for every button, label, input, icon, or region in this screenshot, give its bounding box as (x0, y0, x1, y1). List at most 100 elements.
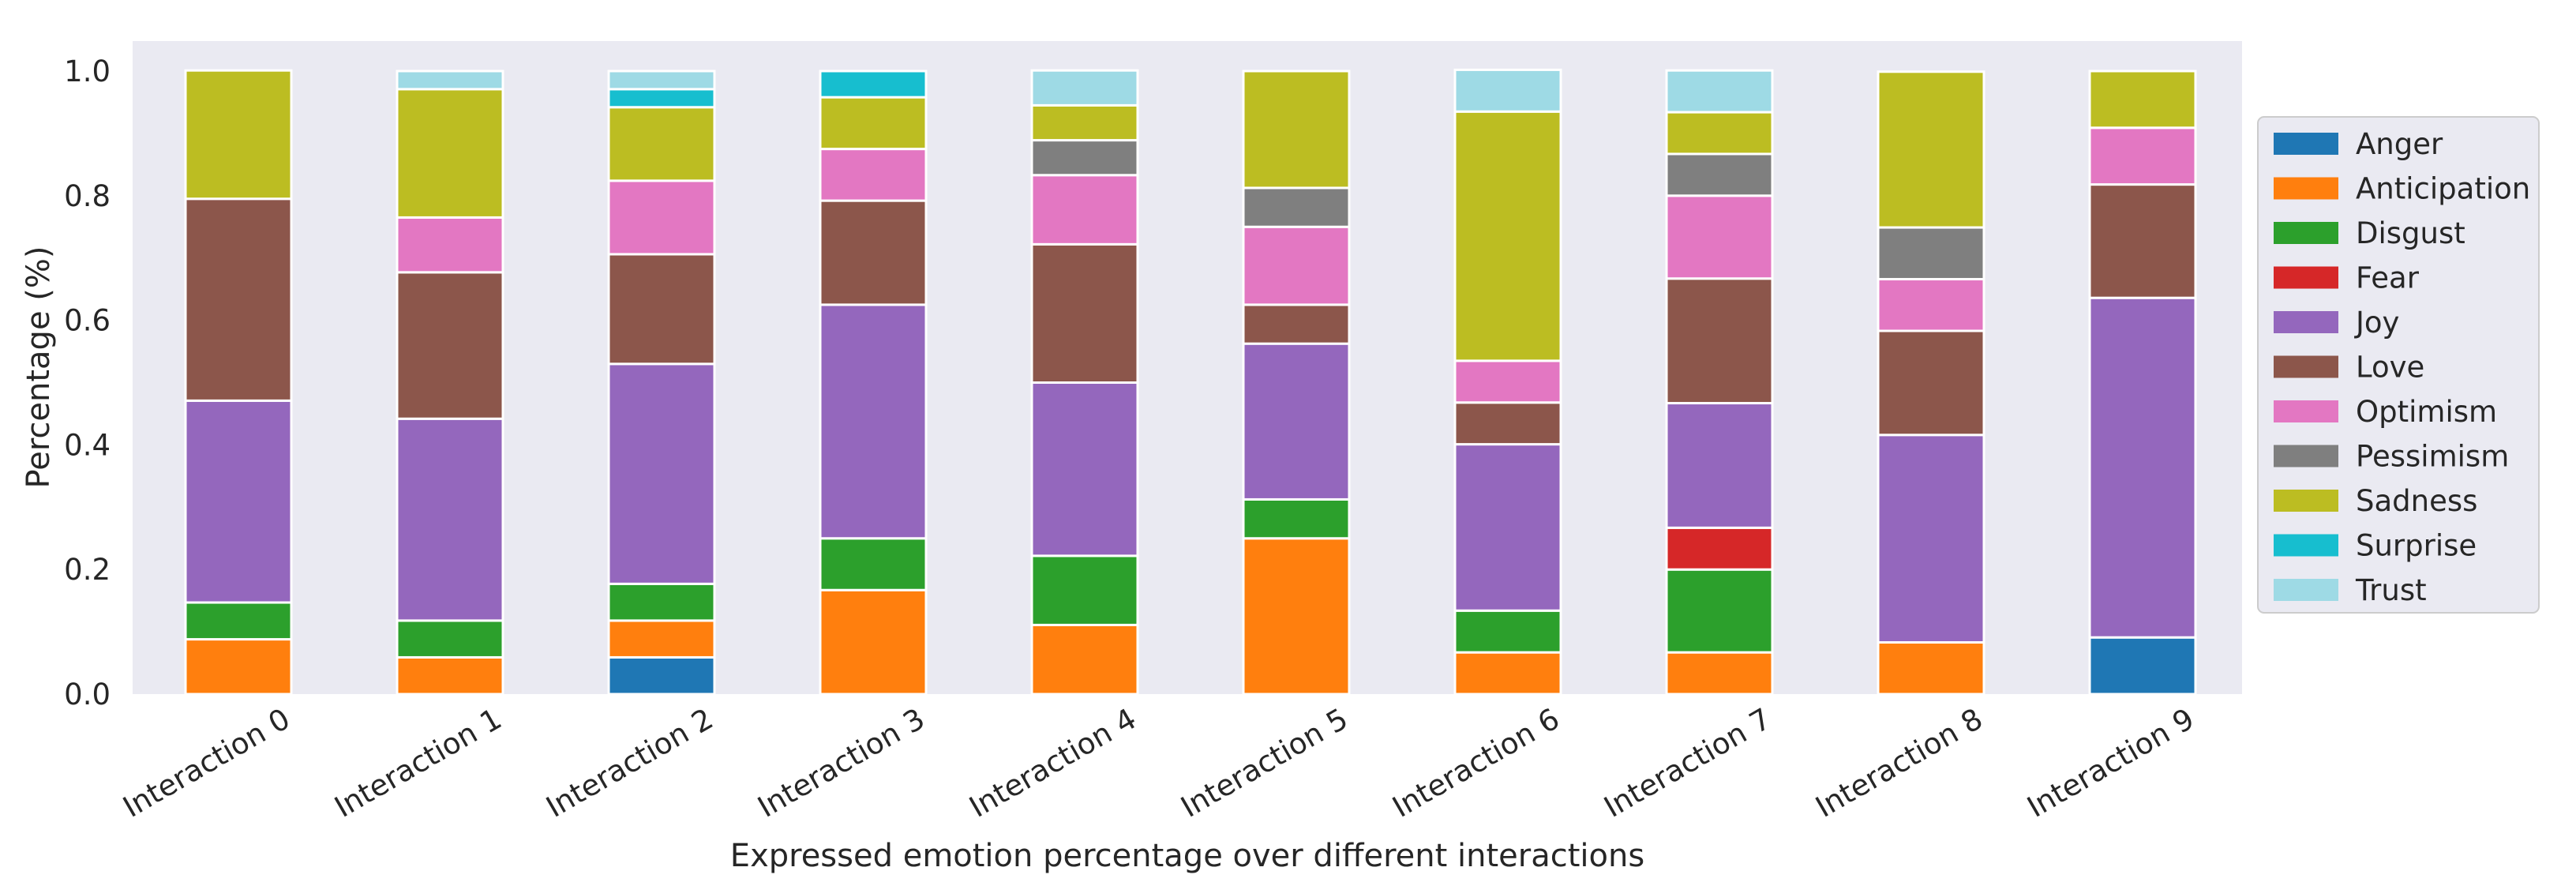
bar-segment-love-5 (1242, 303, 1351, 345)
bar-segment-anticipation-4 (1030, 623, 1139, 696)
bar-segment-love-0 (184, 197, 293, 402)
bar-segment-sadness-9 (2088, 69, 2197, 130)
bar-segment-disgust-5 (1242, 497, 1351, 540)
x-tick-label: Interaction 1 (329, 702, 508, 824)
bar-segment-anticipation-6 (1453, 651, 1562, 696)
bar-segment-sadness-6 (1453, 110, 1562, 362)
bar-segment-pessimism-4 (1030, 139, 1139, 177)
bar-segment-surprise-2 (607, 88, 716, 109)
bar-segment-sadness-5 (1242, 69, 1351, 190)
x-tick-label: Interaction 3 (752, 702, 931, 824)
bar-segment-sadness-1 (396, 88, 504, 219)
bar-segment-sadness-3 (819, 96, 928, 151)
legend-swatch-anger (2274, 133, 2338, 155)
bars-layer (184, 68, 2197, 696)
bar-segment-anticipation-3 (819, 588, 928, 696)
legend-label-trust: Trust (2355, 573, 2427, 607)
bar-segment-sadness-0 (184, 69, 293, 201)
bar-segment-optimism-5 (1242, 225, 1351, 306)
bar-segment-optimism-7 (1665, 194, 1774, 280)
bar-segment-joy-0 (184, 399, 293, 604)
bar-segment-trust-1 (396, 69, 504, 91)
bar-segment-love-3 (819, 199, 928, 306)
bar-segment-love-7 (1665, 277, 1774, 405)
bar-segment-sadness-4 (1030, 103, 1139, 142)
bar-segment-joy-5 (1242, 342, 1351, 501)
bar-segment-optimism-2 (607, 179, 716, 256)
bar-segment-pessimism-5 (1242, 186, 1351, 228)
bar-segment-anticipation-2 (607, 619, 716, 659)
bar-segment-anticipation-5 (1242, 537, 1351, 696)
legend-swatch-pessimism (2274, 445, 2338, 467)
bar-segment-fear-7 (1665, 526, 1774, 571)
legend-label-love: Love (2356, 351, 2424, 385)
bar-segment-joy-9 (2088, 296, 2197, 639)
bar-segment-love-6 (1453, 401, 1562, 446)
legend-swatch-optimism (2274, 400, 2338, 422)
bar-segment-optimism-3 (819, 148, 928, 202)
bar-segment-anticipation-0 (184, 638, 293, 696)
y-tick-labels: 0.0 0.2 0.4 0.6 0.8 1.0 (64, 54, 111, 711)
bar-segment-sadness-8 (1877, 70, 1985, 229)
legend-label-fear: Fear (2356, 261, 2420, 295)
bar-segment-anger-9 (2088, 636, 2197, 696)
bar-segment-pessimism-8 (1877, 226, 1985, 281)
bar-segment-trust-4 (1030, 69, 1139, 107)
bar-segment-optimism-8 (1877, 278, 1985, 332)
x-tick-label: Interaction 4 (964, 702, 1142, 824)
bar-segment-trust-2 (607, 69, 716, 91)
legend-swatch-sadness (2274, 490, 2338, 512)
x-tick-label: Interaction 2 (541, 702, 719, 824)
y-tick-label: 0.0 (64, 678, 111, 711)
bar-segment-disgust-2 (607, 582, 716, 622)
bar-segment-optimism-9 (2088, 126, 2197, 186)
x-tick-label: Interaction 8 (1810, 702, 1989, 824)
bar-segment-joy-7 (1665, 402, 1774, 529)
bar-segment-anticipation-8 (1877, 641, 1985, 696)
bar-segment-disgust-1 (396, 619, 504, 659)
bar-segment-optimism-6 (1453, 359, 1562, 404)
bar-segment-anticipation-7 (1665, 651, 1774, 696)
bar-segment-joy-2 (607, 362, 716, 585)
y-tick-label: 1.0 (64, 54, 111, 88)
legend-swatch-trust (2274, 579, 2338, 601)
legend-label-sadness: Sadness (2356, 484, 2477, 518)
legend-label-surprise: Surprise (2356, 529, 2477, 563)
bar-segment-disgust-0 (184, 601, 293, 641)
y-tick-label: 0.4 (64, 428, 111, 462)
bar-segment-optimism-4 (1030, 174, 1139, 246)
x-tick-label: Interaction 7 (1599, 702, 1777, 824)
bar-segment-sadness-7 (1665, 111, 1774, 156)
legend-label-anger: Anger (2356, 127, 2443, 161)
x-tick-label: Interaction 9 (2022, 702, 2200, 824)
legend-label-disgust: Disgust (2356, 216, 2465, 250)
bar-segment-pessimism-7 (1665, 152, 1774, 197)
bar-segment-anticipation-1 (396, 655, 504, 696)
bar-segment-anger-2 (607, 655, 716, 696)
bar-segment-disgust-7 (1665, 568, 1774, 654)
x-tick-labels: Interaction 0 Interaction 1 Interaction 2 I… (118, 702, 2200, 824)
x-tick-label: Interaction 5 (1176, 702, 1354, 824)
y-tick-label: 0.2 (64, 553, 111, 587)
bar-segment-love-4 (1030, 242, 1139, 385)
y-axis-label: Percentage (%) (21, 246, 57, 489)
legend-swatch-fear (2274, 266, 2338, 289)
bar-segment-disgust-3 (819, 537, 928, 591)
bar-segment-joy-1 (396, 417, 504, 622)
bar-segment-joy-6 (1453, 443, 1562, 612)
legend-swatch-disgust (2274, 222, 2338, 244)
bar-segment-love-1 (396, 271, 504, 420)
bar-segment-joy-4 (1030, 381, 1139, 558)
bar-segment-optimism-1 (396, 216, 504, 274)
x-tick-label: Interaction 6 (1387, 702, 1565, 824)
bar-segment-joy-3 (819, 303, 928, 540)
bar-segment-trust-7 (1665, 69, 1774, 114)
y-tick-label: 0.8 (64, 179, 111, 213)
bar-segment-love-8 (1877, 329, 1985, 437)
bar-segment-sadness-2 (607, 106, 716, 182)
y-tick-label: 0.6 (64, 304, 111, 338)
bar-segment-love-2 (607, 253, 716, 366)
bar-segment-trust-6 (1453, 68, 1562, 113)
bar-segment-disgust-6 (1453, 609, 1562, 654)
